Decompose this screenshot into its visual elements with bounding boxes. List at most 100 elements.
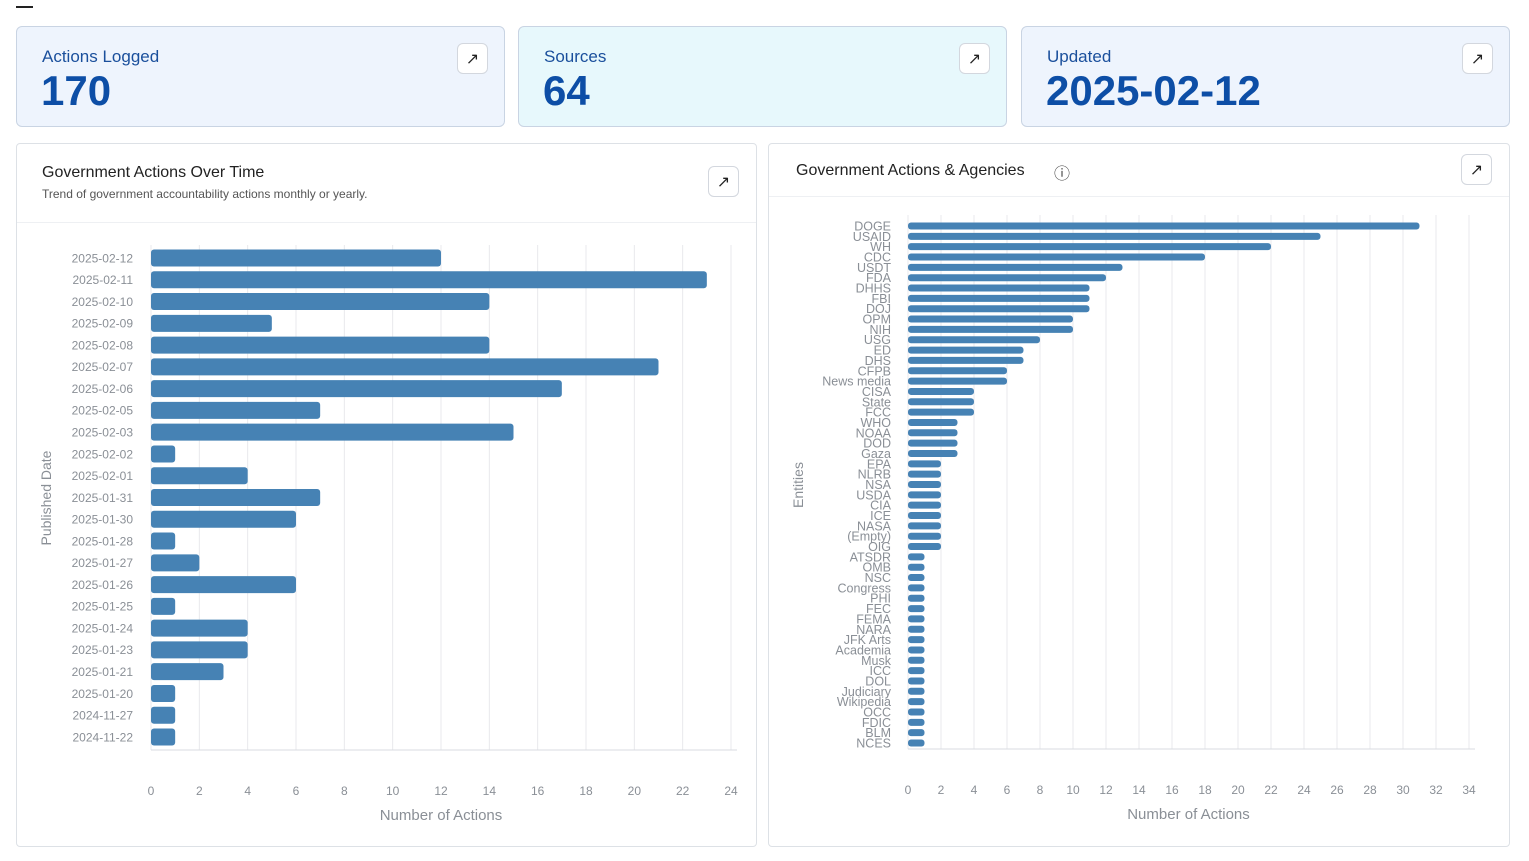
- y-tick-label: 2025-01-30: [72, 513, 134, 527]
- y-tick-label: Musk: [861, 654, 892, 668]
- x-tick-label: 12: [434, 784, 448, 798]
- x-tick-label: 4: [971, 783, 978, 797]
- y-tick-label: DOL: [865, 674, 891, 688]
- y-axis-title: Published Date: [38, 450, 54, 545]
- y-tick-label: Judiciary: [842, 685, 892, 699]
- y-tick-label: EPA: [867, 457, 892, 471]
- bar-FDA: [908, 274, 1106, 282]
- bar-Congress: [908, 584, 925, 592]
- bar-WHO: [908, 418, 958, 426]
- bar-Judiciary: [908, 687, 925, 695]
- y-tick-label: 2024-11-27: [73, 709, 134, 723]
- expand-icon[interactable]: ↗: [959, 43, 990, 74]
- x-tick-label: 8: [1037, 783, 1044, 797]
- bar-OPM: [908, 315, 1073, 323]
- bar-PHI: [908, 594, 925, 602]
- card-value: 2025-02-12: [1046, 67, 1261, 114]
- bar-DOJ: [908, 305, 1090, 313]
- bar-NSA: [908, 481, 941, 488]
- y-tick-label: 2025-02-02: [72, 447, 134, 461]
- expand-icon[interactable]: ↗: [457, 43, 488, 74]
- y-tick-label: 2025-02-11: [73, 273, 134, 287]
- menu-dash: [16, 6, 33, 8]
- y-tick-label: State: [862, 395, 891, 409]
- x-tick-label: 18: [579, 784, 593, 798]
- actions-logged-card: Actions Logged 170 ↗: [16, 26, 505, 127]
- y-tick-label: CDC: [864, 251, 891, 265]
- bar-(Empty): [908, 532, 941, 540]
- y-tick-label: WHO: [860, 416, 891, 430]
- y-tick-label: 2024-11-22: [73, 730, 134, 744]
- y-tick-label: Gaza: [861, 447, 891, 461]
- bar-2025-01-21: [151, 663, 224, 681]
- bar-FDIC: [908, 718, 925, 726]
- y-tick-label: OIG: [868, 540, 891, 554]
- expand-icon[interactable]: ↗: [1461, 154, 1492, 185]
- y-tick-label: 2025-01-25: [72, 600, 134, 614]
- x-tick-label: 6: [293, 784, 300, 798]
- x-tick-label: 0: [905, 783, 912, 797]
- bar-NARA: [908, 625, 925, 633]
- y-tick-label: OCC: [863, 705, 891, 719]
- bar-ATSDR: [908, 553, 925, 561]
- y-tick-label: ICE: [870, 509, 891, 523]
- bar-CFPB: [908, 367, 1007, 375]
- y-tick-label: CFPB: [858, 364, 891, 378]
- y-tick-label: Academia: [835, 643, 891, 657]
- x-tick-label: 20: [628, 784, 642, 798]
- x-tick-label: 26: [1330, 783, 1344, 797]
- expand-icon[interactable]: ↗: [1462, 43, 1493, 74]
- card-label: Actions Logged: [42, 47, 160, 66]
- expand-icon[interactable]: ↗: [708, 166, 739, 197]
- bar-2025-02-11: [151, 271, 707, 289]
- x-tick-label: 16: [531, 784, 545, 798]
- y-tick-label: WH: [870, 240, 891, 254]
- bar-2025-02-12: [151, 249, 441, 267]
- x-tick-label: 22: [1264, 783, 1278, 797]
- bar-ICE: [908, 512, 941, 520]
- bar-NLRB: [908, 470, 941, 478]
- x-axis-title: Number of Actions: [1127, 806, 1250, 823]
- y-tick-label: Wikipedia: [837, 695, 891, 709]
- y-tick-label: 2025-02-10: [72, 295, 134, 309]
- bar-2025-02-10: [151, 293, 490, 311]
- bar-2025-01-24: [151, 619, 248, 637]
- bar-Gaza: [908, 449, 958, 457]
- bar-2025-02-07: [151, 358, 659, 376]
- y-tick-label: 2025-02-12: [72, 251, 134, 265]
- y-tick-label: USAID: [853, 230, 891, 244]
- bar-2025-02-03: [151, 423, 514, 441]
- y-tick-label: DOD: [863, 437, 891, 451]
- y-tick-label: NSA: [865, 478, 891, 492]
- bar-USAID: [908, 232, 1321, 240]
- y-tick-label: ATSDR: [850, 550, 891, 564]
- bar-2025-01-23: [151, 641, 248, 659]
- y-tick-label: News media: [822, 375, 891, 389]
- x-tick-label: 10: [386, 784, 400, 798]
- y-tick-label: 2025-02-09: [72, 317, 134, 331]
- y-tick-label: (Empty): [847, 530, 891, 544]
- panel-title: Government Actions Over Time: [42, 164, 265, 181]
- y-tick-label: NSC: [865, 571, 891, 585]
- x-tick-label: 30: [1396, 783, 1410, 797]
- y-tick-label: NLRB: [858, 468, 891, 482]
- bar-FCC: [908, 408, 974, 416]
- bar-EPA: [908, 460, 941, 468]
- y-tick-label: 2025-02-06: [72, 382, 134, 396]
- info-icon[interactable]: ⓘ: [1054, 166, 1071, 183]
- bar-2025-02-02: [151, 445, 176, 463]
- panel-header: [769, 144, 1509, 197]
- bar-2025-01-27: [151, 554, 200, 572]
- x-tick-label: 4: [244, 784, 251, 798]
- y-tick-label: ED: [874, 344, 891, 358]
- y-tick-label: ICC: [869, 664, 891, 678]
- y-tick-label: CISA: [862, 385, 892, 399]
- bar-DHS: [908, 356, 1024, 364]
- bar-State: [908, 398, 974, 406]
- bar-2025-01-26: [151, 576, 296, 594]
- y-tick-label: Congress: [838, 581, 892, 595]
- x-tick-label: 24: [1297, 783, 1311, 797]
- y-tick-label: 2025-01-28: [72, 534, 134, 548]
- card-value: 64: [543, 67, 590, 114]
- y-tick-label: FBI: [872, 292, 891, 306]
